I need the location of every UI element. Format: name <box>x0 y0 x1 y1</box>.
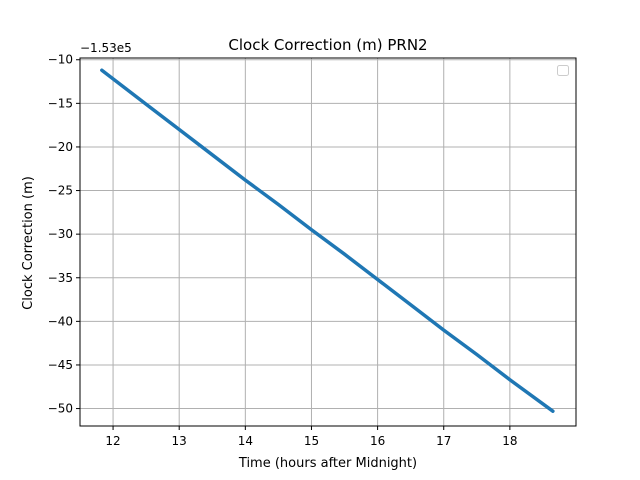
x-tick-label: 15 <box>304 434 319 448</box>
x-tick-label: 18 <box>502 434 517 448</box>
series-line <box>100 68 555 413</box>
y-tick-label: −45 <box>48 358 73 372</box>
y-tick-label: −50 <box>48 402 73 416</box>
y-tick-label: −25 <box>48 184 73 198</box>
legend-box <box>557 65 569 76</box>
series-layer <box>100 68 555 413</box>
y-tick-label: −10 <box>48 53 73 67</box>
ticks: 12 13 14 15 16 17 18 −10 −15 −20 −25 −30 −35 −40 −45 −5… <box>48 53 518 448</box>
y-tick-label: −20 <box>48 140 73 154</box>
y-tick-label: −30 <box>48 227 73 241</box>
y-offset-label: −1.53e5 <box>80 41 132 55</box>
grid <box>80 58 576 426</box>
x-tick-label: 13 <box>172 434 187 448</box>
chart-title: Clock Correction (m) PRN2 <box>228 36 427 54</box>
x-axis-label: Time (hours after Midnight) <box>238 456 417 471</box>
y-tick-label: −35 <box>48 271 73 285</box>
y-axis-label: Clock Correction (m) <box>21 176 36 310</box>
y-tick-label: −40 <box>48 314 73 328</box>
x-tick-label: 12 <box>105 434 120 448</box>
x-tick-label: 14 <box>238 434 253 448</box>
plot-frame <box>79 57 577 427</box>
y-tick-label: −15 <box>48 96 73 110</box>
x-tick-label: 16 <box>370 434 385 448</box>
x-tick-label: 17 <box>436 434 451 448</box>
